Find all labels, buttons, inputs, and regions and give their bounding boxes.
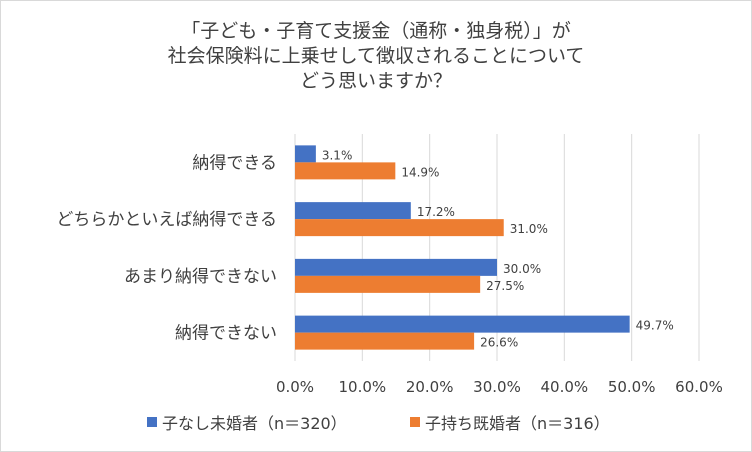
x-tick-label-6: 60.0% <box>675 378 723 396</box>
x-tick-label-3: 30.0% <box>473 378 521 396</box>
bars: 3.1% 14.9% 17.2% 31.0% 30.0% 27.5% 49.7% 26.6% <box>295 145 674 350</box>
x-tick-label-5: 50.0% <box>608 378 656 396</box>
category-label-2: どちらかといえば納得できる <box>56 210 277 230</box>
data-label-series2-cat3: 27.5% <box>486 279 524 293</box>
category-label-4: 納得できない <box>175 324 277 344</box>
title-line-2: 社会保険料に上乗せして徴収されることについて <box>168 45 585 67</box>
data-label-series2-cat1: 14.9% <box>401 165 439 179</box>
x-tick-label-0: 0.0% <box>276 378 314 396</box>
x-tick-label-1: 10.0% <box>339 378 387 396</box>
title-line-1: 「子ども・子育て支援金（通称・独身税）」が <box>181 20 571 42</box>
bar-series2-cat4 <box>295 332 475 350</box>
x-tick-label-2: 20.0% <box>406 378 454 396</box>
x-tick-label-4: 40.0% <box>541 378 589 396</box>
bar-series2-cat2 <box>295 219 504 237</box>
data-label-series1-cat3: 30.0% <box>503 262 541 276</box>
title-line-3: どう思いますか？ <box>300 70 452 92</box>
legend-label-series1: 子なし未婚者（n＝320） <box>162 414 347 433</box>
legend: 子なし未婚者（n＝320） 子持ち既婚者（n＝316） <box>147 414 610 433</box>
bar-series2-cat3 <box>295 275 481 293</box>
data-label-series2-cat2: 31.0% <box>510 222 548 236</box>
legend-label-series2: 子持ち既婚者（n＝316） <box>425 414 610 433</box>
data-label-series2-cat4: 26.6% <box>480 336 518 350</box>
data-label-series1-cat1: 3.1% <box>322 148 353 162</box>
bar-series1-cat4 <box>295 315 630 333</box>
bar-series2-cat1 <box>295 162 396 180</box>
bar-series1-cat1 <box>295 145 316 163</box>
chart-title: 「子ども・子育て支援金（通称・独身税）」が社会保険料に上乗せして徴収されることに… <box>168 20 585 92</box>
legend-swatch-series2 <box>410 417 420 427</box>
bar-series1-cat3 <box>295 258 497 276</box>
bar-series1-cat2 <box>295 202 411 220</box>
data-label-series1-cat2: 17.2% <box>417 205 455 219</box>
category-label-3: あまり納得できない <box>124 267 277 287</box>
data-label-series1-cat4: 49.7% <box>636 319 674 333</box>
category-label-1: 納得できる <box>192 153 277 173</box>
x-tick-labels: 0.0% 10.0% 20.0% 30.0% 40.0% 50.0% 60.0% <box>276 378 723 396</box>
legend-swatch-series1 <box>147 417 157 427</box>
